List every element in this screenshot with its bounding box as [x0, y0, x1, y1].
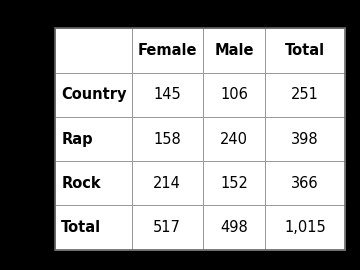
Text: 1,015: 1,015: [284, 220, 326, 235]
Text: Total: Total: [61, 220, 101, 235]
Text: 214: 214: [153, 176, 181, 191]
Text: 145: 145: [153, 87, 181, 102]
Text: 158: 158: [153, 131, 181, 147]
Text: Male: Male: [214, 43, 254, 58]
Text: 398: 398: [291, 131, 319, 147]
Text: Rap: Rap: [61, 131, 93, 147]
Text: 366: 366: [291, 176, 319, 191]
Text: 251: 251: [291, 87, 319, 102]
Text: 240: 240: [220, 131, 248, 147]
Text: 517: 517: [153, 220, 181, 235]
Text: 152: 152: [220, 176, 248, 191]
Text: 498: 498: [220, 220, 248, 235]
Text: Female: Female: [138, 43, 197, 58]
Text: Rock: Rock: [61, 176, 101, 191]
Text: Country: Country: [61, 87, 127, 102]
Text: Total: Total: [285, 43, 325, 58]
Text: 106: 106: [220, 87, 248, 102]
